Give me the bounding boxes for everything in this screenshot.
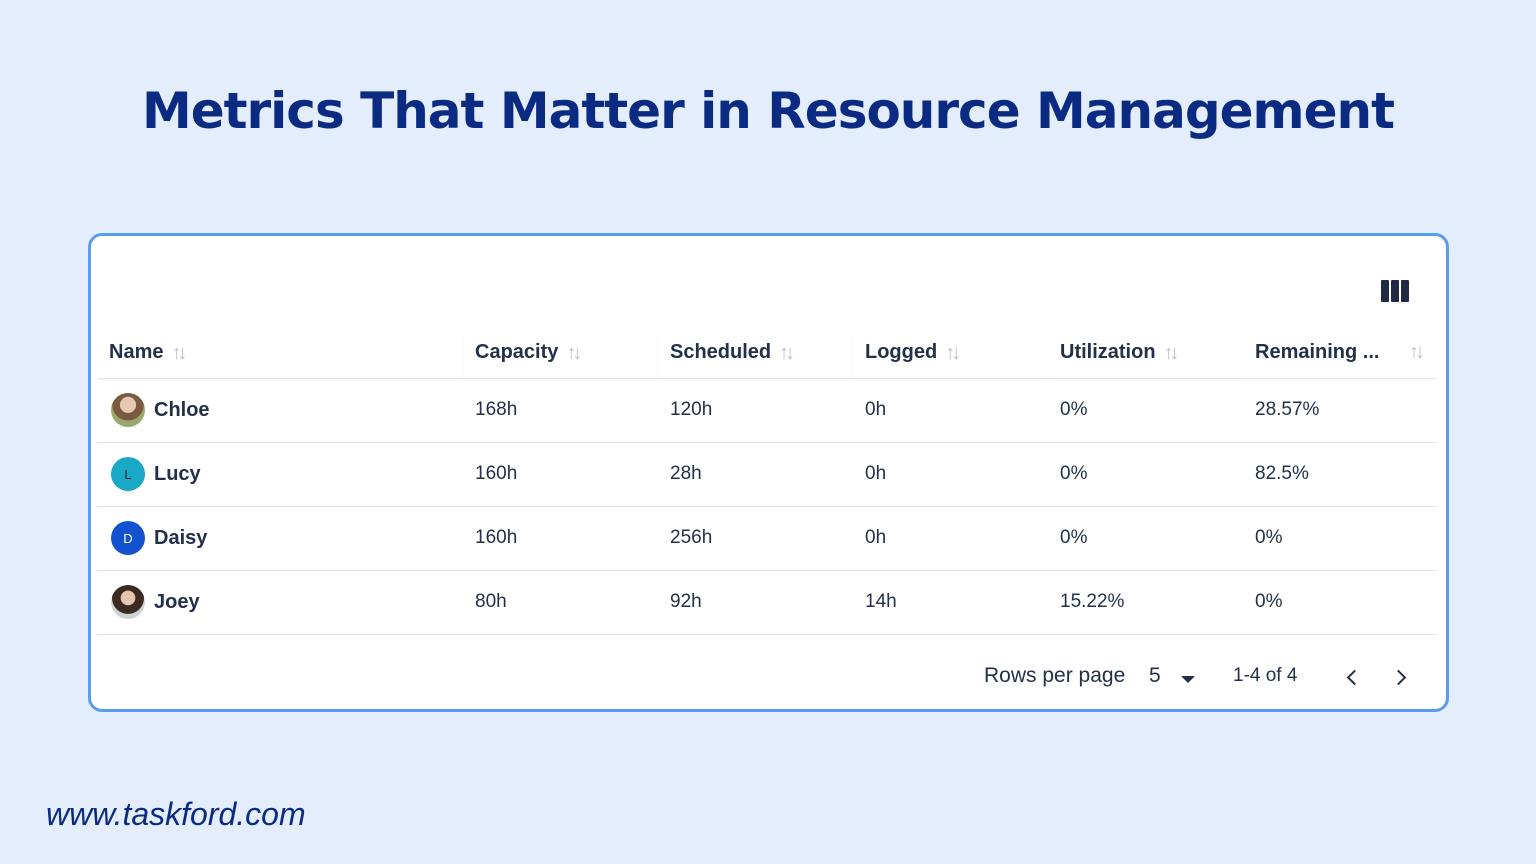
rows-per-page-select[interactable]: 5 bbox=[1149, 664, 1161, 687]
previous-page-button[interactable] bbox=[1339, 664, 1365, 690]
view-columns-button[interactable] bbox=[1381, 280, 1409, 302]
utilization-cell: 0% bbox=[1048, 442, 1243, 507]
site-url: www.taskford.com bbox=[46, 796, 306, 832]
table-row[interactable]: Joey 80h 92h 14h 15.22% 0% bbox=[97, 570, 1437, 635]
sort-arrows-icon[interactable]: ↑↓ bbox=[171, 341, 187, 364]
column-header-remaining[interactable]: Remaining ... ↑↓ bbox=[1243, 328, 1437, 379]
caret-down-icon[interactable] bbox=[1181, 676, 1195, 683]
next-page-button[interactable] bbox=[1387, 664, 1413, 690]
remaining-cell: 0% bbox=[1243, 506, 1437, 571]
scheduled-cell: 28h bbox=[658, 442, 853, 507]
person-name: Daisy bbox=[154, 526, 208, 549]
sort-arrows-icon[interactable]: ↑↓ bbox=[779, 341, 795, 364]
chevron-left-icon bbox=[1346, 669, 1362, 685]
table-row[interactable]: L Lucy 160h 28h 0h 0% 82.5% bbox=[97, 442, 1437, 507]
utilization-cell: 0% bbox=[1048, 506, 1243, 571]
pagination-range: 1-4 of 4 bbox=[1233, 665, 1298, 686]
resource-table-card: Name ↑↓ Capacity ↑↓ Scheduled ↑↓ Logged ↑↓ U… bbox=[88, 233, 1449, 712]
chevron-right-icon bbox=[1390, 669, 1406, 685]
capacity-cell: 160h bbox=[463, 442, 658, 507]
logged-cell: 0h bbox=[853, 506, 1048, 571]
table-row[interactable]: D Daisy 160h 256h 0h 0% 0% bbox=[97, 506, 1437, 571]
capacity-cell: 160h bbox=[463, 506, 658, 571]
sort-arrows-icon[interactable]: ↑↓ bbox=[566, 341, 582, 364]
person-name: Joey bbox=[154, 590, 200, 613]
remaining-cell: 28.57% bbox=[1243, 378, 1437, 443]
scheduled-cell: 120h bbox=[658, 378, 853, 443]
utilization-cell: 15.22% bbox=[1048, 570, 1243, 635]
column-header-utilization[interactable]: Utilization ↑↓ bbox=[1048, 328, 1243, 379]
remaining-cell: 0% bbox=[1243, 570, 1437, 635]
column-header-name[interactable]: Name ↑↓ bbox=[97, 328, 463, 379]
logged-cell: 0h bbox=[853, 378, 1048, 443]
resource-table: Name ↑↓ Capacity ↑↓ Scheduled ↑↓ Logged ↑↓ U… bbox=[97, 328, 1437, 635]
column-header-scheduled[interactable]: Scheduled ↑↓ bbox=[658, 328, 853, 379]
page-title: Metrics That Matter in Resource Manageme… bbox=[141, 82, 1395, 140]
table-header-row: Name ↑↓ Capacity ↑↓ Scheduled ↑↓ Logged ↑↓ U… bbox=[97, 328, 1437, 379]
avatar: D bbox=[111, 521, 145, 555]
rows-per-page-label: Rows per page bbox=[984, 664, 1126, 687]
person-name: Chloe bbox=[154, 398, 210, 421]
sort-arrows-icon[interactable]: ↑↓ bbox=[945, 341, 961, 364]
remaining-cell: 82.5% bbox=[1243, 442, 1437, 507]
avatar bbox=[111, 585, 145, 619]
sort-arrows-icon[interactable]: ↑↓ bbox=[1409, 341, 1425, 363]
scheduled-cell: 256h bbox=[658, 506, 853, 571]
sort-arrows-icon[interactable]: ↑↓ bbox=[1163, 341, 1180, 364]
scheduled-cell: 92h bbox=[658, 570, 853, 635]
capacity-cell: 168h bbox=[463, 378, 658, 443]
avatar: L bbox=[111, 457, 145, 491]
view-column-icon bbox=[1381, 280, 1389, 302]
table-row[interactable]: Chloe 168h 120h 0h 0% 28.57% bbox=[97, 378, 1437, 443]
table-pagination: Rows per page 5 1-4 of 4 bbox=[91, 654, 1446, 704]
logged-cell: 0h bbox=[853, 442, 1048, 507]
column-header-logged[interactable]: Logged ↑↓ bbox=[853, 328, 1048, 379]
column-header-capacity[interactable]: Capacity ↑↓ bbox=[463, 328, 658, 379]
utilization-cell: 0% bbox=[1048, 378, 1243, 443]
capacity-cell: 80h bbox=[463, 570, 658, 635]
avatar bbox=[111, 393, 145, 427]
logged-cell: 14h bbox=[853, 570, 1048, 635]
person-name: Lucy bbox=[154, 462, 201, 485]
